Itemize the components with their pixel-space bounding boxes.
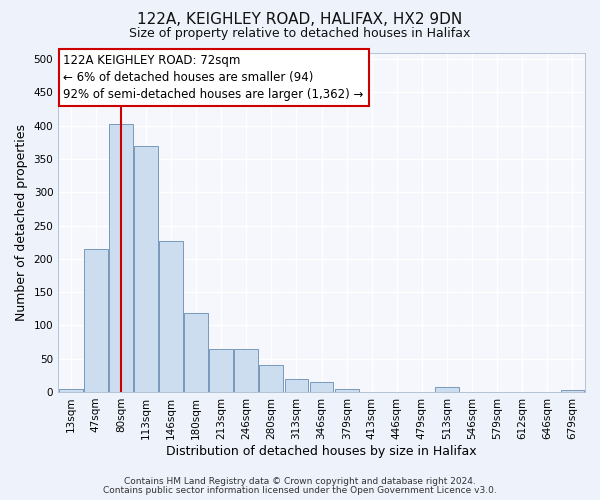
Text: Contains public sector information licensed under the Open Government Licence v3: Contains public sector information licen…	[103, 486, 497, 495]
Text: 122A, KEIGHLEY ROAD, HALIFAX, HX2 9DN: 122A, KEIGHLEY ROAD, HALIFAX, HX2 9DN	[137, 12, 463, 28]
Text: Size of property relative to detached houses in Halifax: Size of property relative to detached ho…	[130, 28, 470, 40]
Bar	[284, 378, 308, 392]
Bar	[59, 388, 83, 392]
Bar	[209, 348, 233, 392]
Text: 122A KEIGHLEY ROAD: 72sqm
← 6% of detached houses are smaller (94)
92% of semi-d: 122A KEIGHLEY ROAD: 72sqm ← 6% of detach…	[64, 54, 364, 101]
Bar	[184, 313, 208, 392]
Bar	[310, 382, 334, 392]
Bar	[84, 249, 108, 392]
Bar	[159, 241, 183, 392]
Bar	[335, 388, 359, 392]
Bar	[109, 124, 133, 392]
X-axis label: Distribution of detached houses by size in Halifax: Distribution of detached houses by size …	[166, 444, 477, 458]
Text: Contains HM Land Registry data © Crown copyright and database right 2024.: Contains HM Land Registry data © Crown c…	[124, 477, 476, 486]
Bar	[134, 146, 158, 392]
Bar	[259, 366, 283, 392]
Bar	[235, 348, 258, 392]
Bar	[435, 386, 459, 392]
Bar	[560, 390, 584, 392]
Y-axis label: Number of detached properties: Number of detached properties	[15, 124, 28, 320]
